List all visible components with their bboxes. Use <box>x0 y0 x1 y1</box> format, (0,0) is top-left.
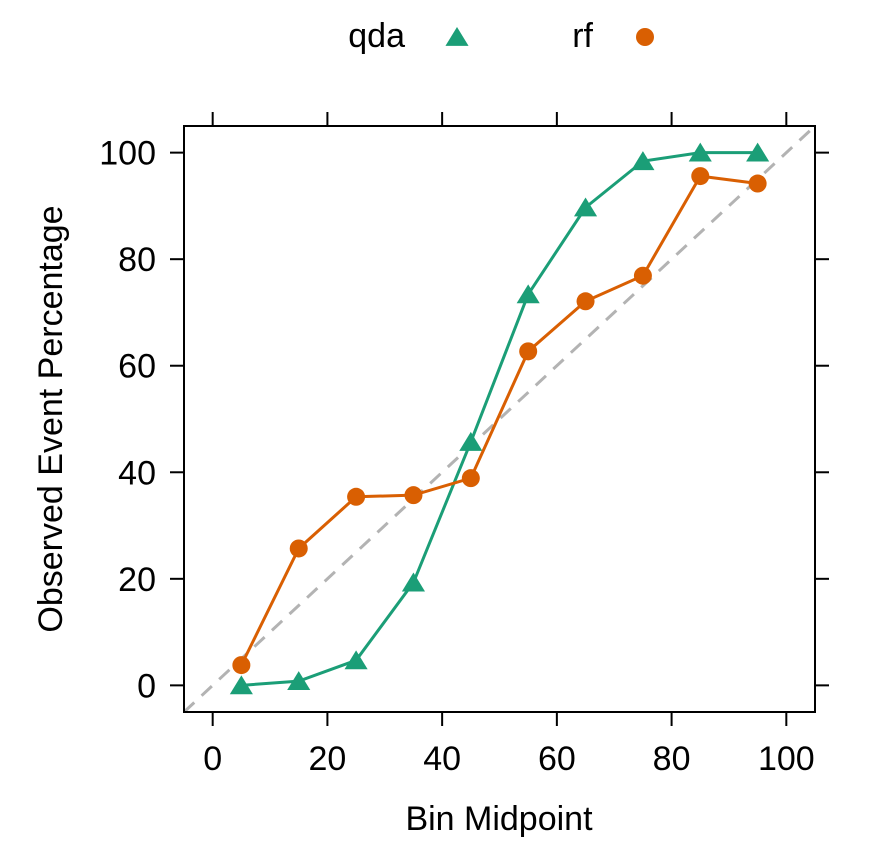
data-point-rf <box>519 342 538 361</box>
legend-label-qda: qda <box>348 17 405 55</box>
data-point-rf <box>633 266 652 285</box>
data-point-rf <box>748 174 767 193</box>
legend-marker-qda <box>445 27 469 46</box>
series-line-rf <box>240 174 758 666</box>
y-axis: 0 20 40 60 80 100 <box>99 135 829 705</box>
data-point-rf <box>691 167 710 186</box>
data-point-qda <box>287 671 311 691</box>
legend-label-rf: rf <box>572 17 593 55</box>
data-point-qda <box>573 197 598 217</box>
legend-symbol-rf <box>636 28 654 46</box>
data-point-qda <box>459 431 483 451</box>
data-point-rf <box>576 292 595 311</box>
y-tick-label: 0 <box>137 667 156 705</box>
legend-symbol-qda <box>445 27 469 46</box>
data-point-qda <box>631 151 655 171</box>
y-tick-label: 80 <box>118 241 156 279</box>
data-point-qda <box>344 650 368 670</box>
plot-area <box>182 124 817 714</box>
data-point-qda <box>516 284 540 304</box>
series-rf <box>232 167 767 675</box>
y-tick-label: 60 <box>118 348 156 386</box>
y-tick-label: 100 <box>99 135 156 173</box>
data-point-qda <box>229 675 253 695</box>
x-axis: 0 20 40 60 80 100 <box>203 112 815 778</box>
legend-marker-rf <box>636 28 654 46</box>
y-axis-title: Observed Event Percentage <box>32 205 70 632</box>
reference-diagonal-line <box>182 124 817 714</box>
data-point-rf <box>232 656 251 675</box>
data-point-rf <box>404 486 423 505</box>
x-tick-label: 80 <box>653 740 691 778</box>
y-tick-label: 40 <box>118 454 156 492</box>
data-point-qda <box>688 142 712 162</box>
series-line-qda <box>241 151 758 687</box>
x-tick-label: 100 <box>758 740 815 778</box>
series-qda <box>229 142 770 695</box>
data-point-qda <box>746 142 770 162</box>
plot-frame <box>183 125 816 713</box>
x-tick-label: 20 <box>308 740 346 778</box>
legend: qda rf <box>348 17 654 55</box>
data-point-rf <box>461 469 480 488</box>
y-tick-label: 20 <box>118 561 156 599</box>
data-point-qda <box>401 572 426 592</box>
x-axis-title: Bin Midpoint <box>405 800 593 838</box>
x-tick-label: 0 <box>203 740 222 778</box>
data-point-rf <box>347 487 366 506</box>
x-tick-label: 40 <box>423 740 461 778</box>
series-layer <box>229 142 770 695</box>
data-point-rf <box>289 539 308 558</box>
x-tick-label: 60 <box>538 740 576 778</box>
